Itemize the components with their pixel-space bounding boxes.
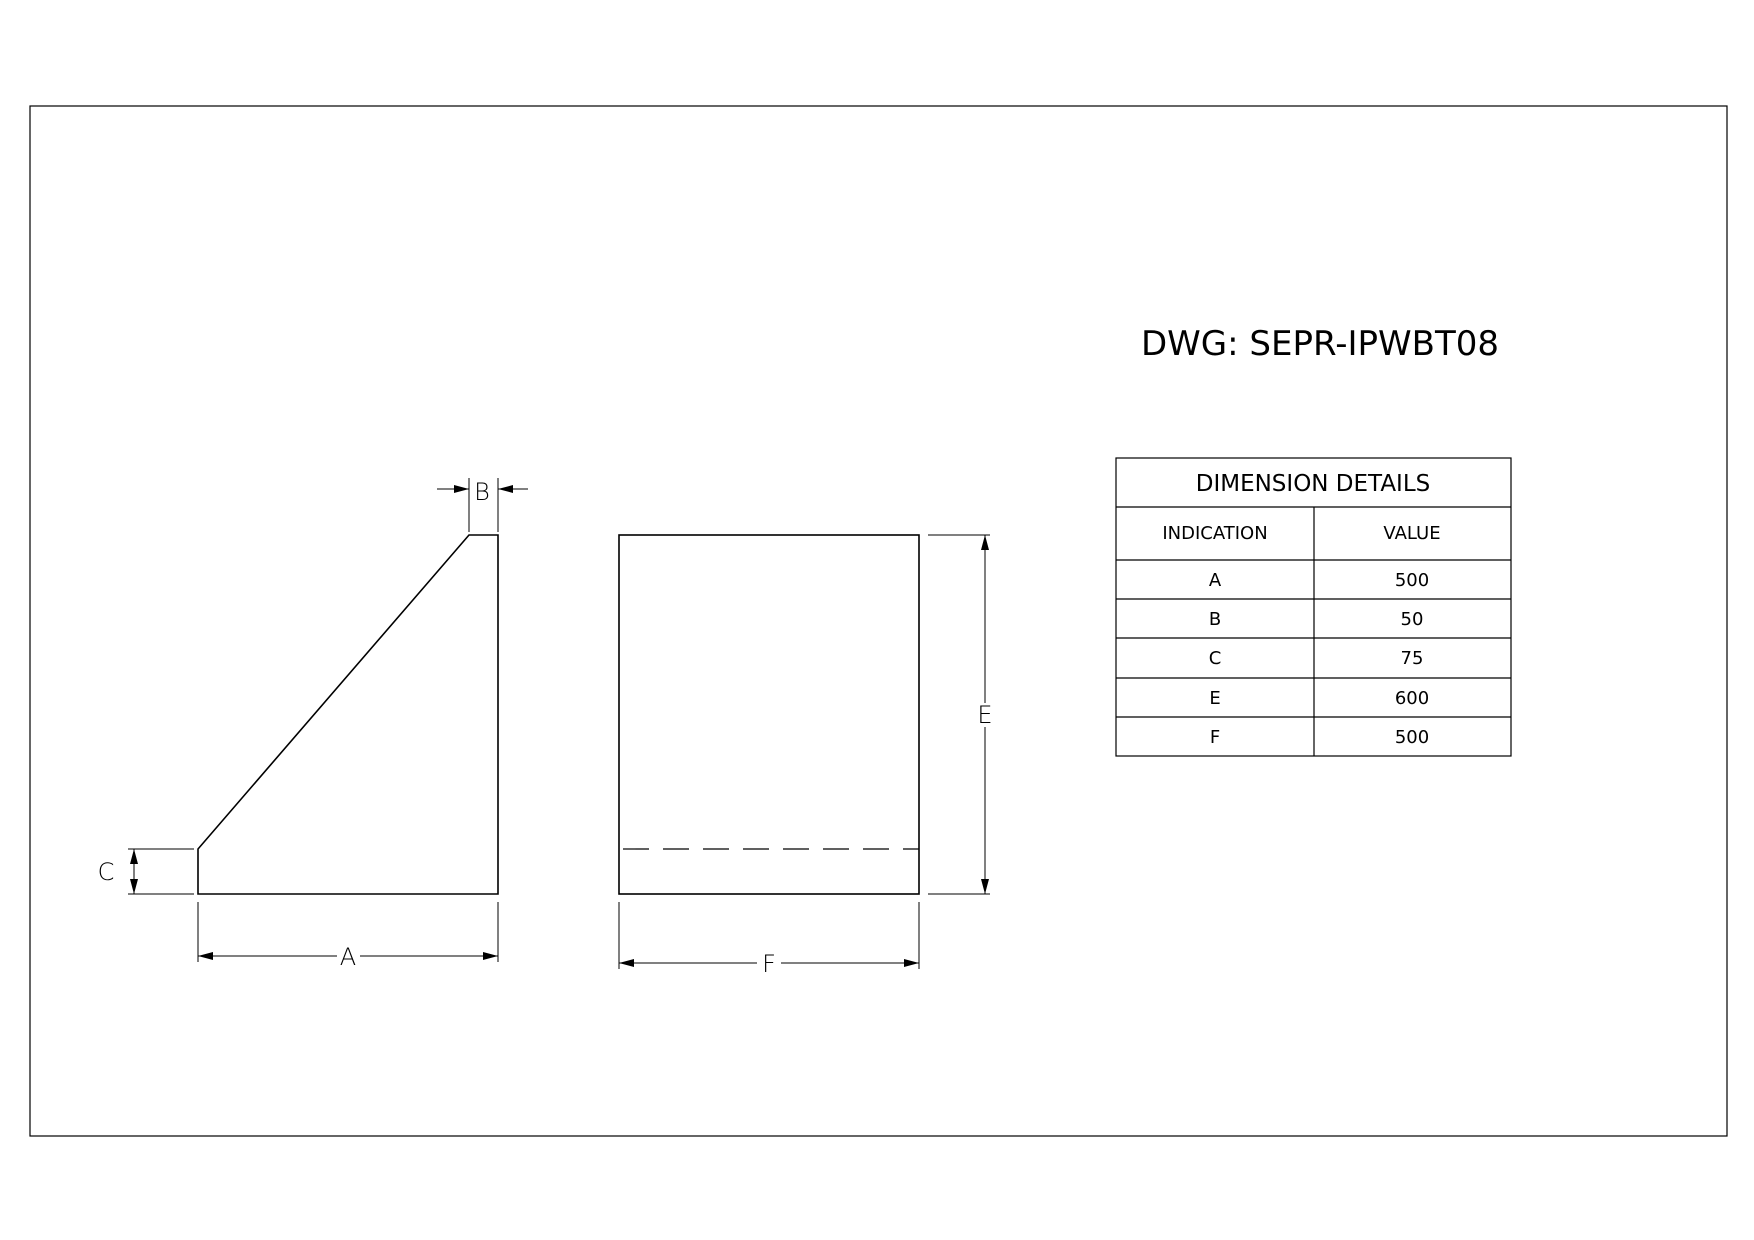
table-cell-indication: A [1209, 570, 1222, 591]
table-header-indication: INDICATION [1162, 523, 1267, 544]
table-header-value: VALUE [1383, 523, 1440, 544]
dimension-e-label: E [977, 701, 992, 729]
table-cell-indication: B [1209, 609, 1221, 630]
side-view [197, 534, 499, 895]
dimension-b-arrow-right [498, 485, 513, 493]
dimension-c-arrow-top [130, 849, 138, 864]
table-row: A 500 [1209, 570, 1429, 591]
table-cell-indication: E [1209, 688, 1220, 709]
sheet-border [29, 105, 1728, 1137]
table-cell-indication: C [1209, 648, 1222, 669]
dimension-a: A [197, 902, 499, 971]
table-cell-value: 75 [1401, 648, 1424, 669]
dimension-b-arrow-left [454, 485, 469, 493]
side-view-outline [197, 534, 499, 895]
dimension-f-arrow-left [619, 959, 634, 967]
front-view [618, 534, 920, 895]
dimension-e: E [928, 534, 993, 895]
table-row: B 50 [1209, 609, 1424, 630]
dimension-a-arrow-left [198, 952, 213, 960]
dimension-a-arrow-right [483, 952, 498, 960]
table-row: E 600 [1209, 688, 1429, 709]
table-cell-value: 500 [1395, 570, 1429, 591]
dimension-f-arrow-right [904, 959, 919, 967]
table-title: DIMENSION DETAILS [1196, 471, 1431, 497]
dimension-a-label: A [340, 943, 356, 971]
dimension-b-label: B [474, 478, 490, 506]
dimension-c-label: C [98, 858, 115, 886]
dimension-e-arrow-bottom [981, 879, 989, 894]
table-cell-value: 500 [1395, 727, 1429, 748]
dimension-f: F [618, 902, 920, 978]
table-cell-value: 50 [1401, 609, 1424, 630]
front-view-outline [618, 534, 920, 895]
dimension-b: B [437, 478, 528, 532]
dimension-details-table: DIMENSION DETAILS INDICATION VALUE A 500… [1115, 457, 1512, 757]
table-row: C 75 [1209, 648, 1424, 669]
dimension-f-label: F [762, 950, 776, 978]
table-cell-value: 600 [1395, 688, 1429, 709]
drawing-number-title: DWG: SEPR-IPWBT08 [1141, 324, 1499, 364]
table-cell-indication: F [1210, 727, 1220, 748]
dimension-c: C [98, 848, 194, 895]
table-row: F 500 [1210, 727, 1429, 748]
dimension-c-arrow-bottom [130, 879, 138, 894]
dimension-e-arrow-top [981, 535, 989, 550]
